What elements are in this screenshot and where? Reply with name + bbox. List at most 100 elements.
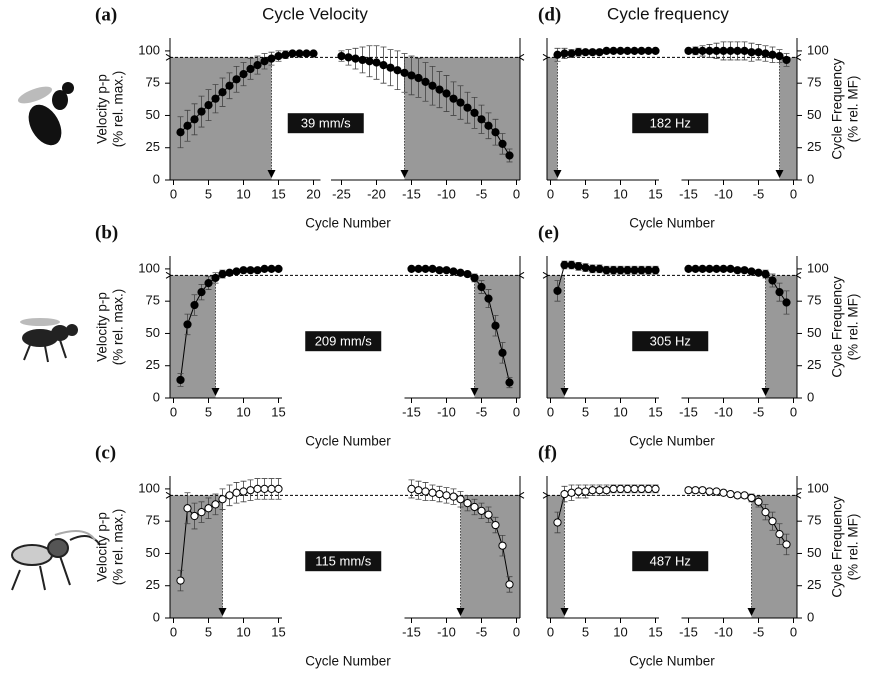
- data-point: [644, 46, 653, 56]
- x-tick-label: 15: [271, 186, 285, 201]
- data-point: [761, 269, 770, 279]
- data-point: [691, 486, 700, 495]
- data-point: [567, 49, 576, 58]
- x-tick-label: 0: [790, 404, 797, 419]
- data-point: [588, 48, 597, 57]
- y-tick-label: 25: [807, 357, 821, 372]
- data-point: [719, 46, 728, 56]
- y-tick-label: 0: [153, 171, 160, 186]
- y-axis-label: (% rel. max.): [111, 289, 126, 366]
- y-axis-label: Velocity p-p: [95, 292, 110, 362]
- data-point: [239, 487, 248, 496]
- data-point: [712, 46, 721, 56]
- data-point: [484, 121, 493, 130]
- data-point: [414, 486, 423, 495]
- x-tick-label: -10: [437, 624, 456, 639]
- data-point: [302, 49, 311, 58]
- x-tick-label: -5: [753, 186, 765, 201]
- data-point: [428, 81, 437, 90]
- y-tick-label: 25: [146, 577, 160, 592]
- threshold-marker: [165, 53, 172, 61]
- y-axis-label: (% rel. MF): [846, 294, 861, 361]
- y-tick-label: 25: [146, 357, 160, 372]
- data-point: [435, 266, 444, 275]
- data-point: [616, 46, 625, 56]
- threshold-arrow: [400, 170, 409, 178]
- x-axis-label: Cycle Number: [629, 434, 715, 449]
- y-tick-label: 50: [807, 107, 821, 122]
- y-tick-label: 50: [146, 325, 160, 340]
- data-point: [567, 488, 576, 497]
- data-point: [267, 54, 276, 63]
- y-tick-label: 75: [807, 513, 821, 528]
- data-point: [637, 266, 646, 275]
- data-point: [372, 58, 381, 67]
- data-point: [176, 128, 185, 137]
- data-point: [567, 260, 576, 270]
- x-axis-label: Cycle Number: [305, 654, 391, 669]
- y-tick-label: 75: [807, 75, 821, 90]
- panel-label: (e): [538, 222, 559, 243]
- x-tick-label: 20: [306, 186, 320, 201]
- column-title: Cycle frequency: [607, 4, 729, 23]
- x-axis-label: Cycle Number: [305, 434, 391, 449]
- annotation: 39 mm/s: [301, 116, 351, 131]
- x-tick-label: -5: [476, 186, 488, 201]
- x-tick-label: -5: [753, 404, 765, 419]
- data-point: [761, 49, 770, 58]
- y-tick-label: 75: [146, 513, 160, 528]
- panel-label: (a): [95, 4, 117, 25]
- data-point: [337, 51, 346, 61]
- insect-icon: [20, 318, 78, 363]
- x-axis-label: Cycle Number: [629, 654, 715, 669]
- data-point: [754, 497, 763, 506]
- data-point: [484, 510, 493, 519]
- data-point: [740, 266, 749, 275]
- annotation-box: [305, 331, 382, 352]
- data-point: [309, 49, 318, 58]
- x-tick-label: 0: [790, 186, 797, 201]
- threshold-marker: [542, 491, 549, 499]
- x-tick-label: 5: [582, 186, 589, 201]
- data-point: [782, 298, 791, 307]
- y-tick-label: 0: [153, 389, 160, 404]
- data-point: [218, 88, 227, 97]
- data-point: [644, 484, 653, 494]
- x-tick-label: 10: [236, 404, 250, 419]
- data-point: [637, 484, 646, 494]
- x-tick-label: 10: [613, 404, 627, 419]
- x-tick-label: 0: [513, 404, 520, 419]
- data-point: [449, 492, 458, 501]
- data-point: [775, 288, 784, 297]
- threshold-arrow: [761, 388, 770, 396]
- x-tick-label: 5: [205, 624, 212, 639]
- data-point: [609, 46, 618, 56]
- data-point: [684, 486, 693, 495]
- data-point: [225, 491, 234, 500]
- data-point: [740, 491, 749, 500]
- data-point: [560, 260, 569, 270]
- data-point: [691, 46, 700, 56]
- x-tick-label: 5: [582, 404, 589, 419]
- annotation: 305 Hz: [650, 334, 691, 349]
- x-tick-label: -10: [437, 186, 456, 201]
- x-tick-label: -10: [437, 404, 456, 419]
- data-point: [705, 264, 714, 274]
- data-point: [463, 499, 472, 508]
- y-tick-label: 25: [146, 139, 160, 154]
- annotation: 115 mm/s: [315, 554, 372, 569]
- annotation-box: [305, 551, 382, 572]
- threshold-arrow: [267, 170, 276, 178]
- y-tick-label: 100: [138, 480, 160, 495]
- data-point: [616, 484, 625, 494]
- y-tick-label: 100: [807, 260, 829, 275]
- data-point: [491, 520, 500, 530]
- data-point: [726, 46, 735, 56]
- data-point: [407, 264, 416, 274]
- data-point: [705, 487, 714, 496]
- data-point: [761, 508, 770, 517]
- data-point: [435, 85, 444, 94]
- threshold-marker: [795, 491, 802, 499]
- data-point: [768, 276, 777, 285]
